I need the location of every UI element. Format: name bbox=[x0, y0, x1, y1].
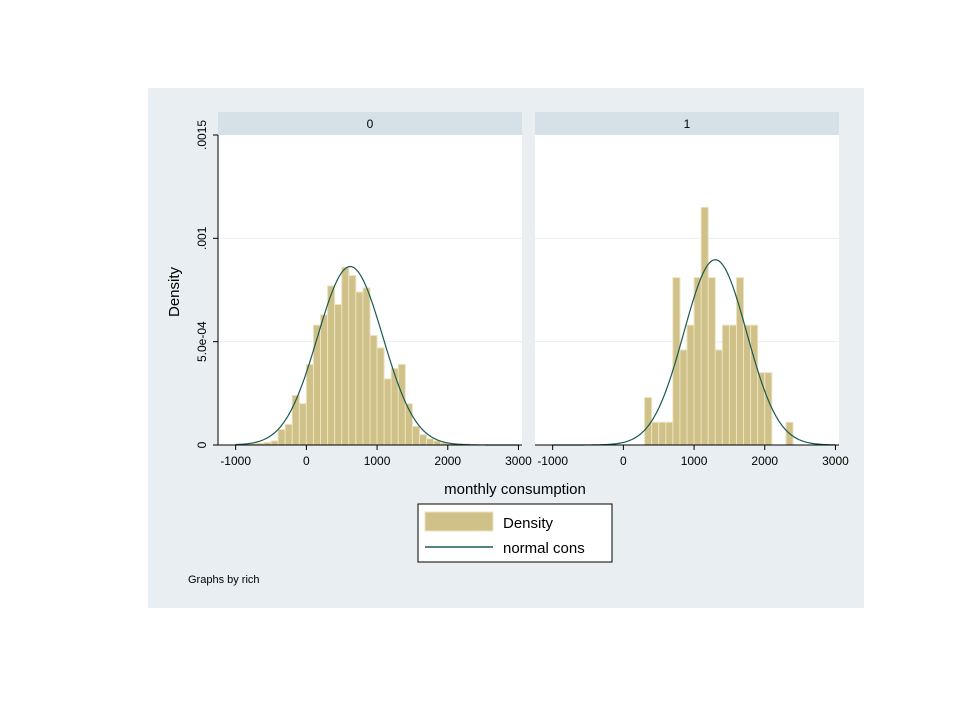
panel-strip-label: 0 bbox=[367, 117, 374, 131]
histogram-bar bbox=[707, 277, 716, 446]
histogram-bar bbox=[686, 324, 695, 446]
x-tick-label: 1000 bbox=[681, 454, 708, 468]
y-axis-title: Density bbox=[166, 266, 183, 317]
histogram-bar bbox=[665, 421, 674, 446]
histogram-bar bbox=[651, 421, 660, 446]
panel-strip bbox=[535, 112, 839, 135]
panels: 0 -1000 0 1000 2000 3000 0 5.0e-04 .001 .0015 1 -10… bbox=[195, 112, 849, 468]
histogram-bar bbox=[312, 324, 322, 446]
x-tick-label: 0 bbox=[303, 454, 310, 468]
histogram-bar bbox=[418, 434, 428, 446]
panel-strip bbox=[218, 112, 522, 135]
histogram-bar bbox=[369, 334, 378, 446]
histogram-bar bbox=[411, 425, 420, 446]
histogram-bar bbox=[334, 303, 343, 446]
y-tick-label: .0015 bbox=[195, 120, 209, 150]
histogram-bar bbox=[320, 314, 329, 446]
histogram-bar bbox=[270, 440, 279, 446]
histogram-bar bbox=[764, 372, 773, 446]
histogram-bar bbox=[284, 423, 293, 446]
histogram-bar bbox=[714, 349, 723, 446]
histogram-bar bbox=[658, 421, 667, 446]
y-tick-label: 5.0e-04 bbox=[195, 321, 209, 362]
x-axis-title: monthly consumption bbox=[444, 481, 586, 498]
histogram-bar bbox=[376, 347, 385, 446]
x-tick-label: 3000 bbox=[505, 454, 532, 468]
histogram-bar bbox=[327, 285, 336, 446]
y-tick-label: 0 bbox=[195, 441, 209, 448]
histogram-bar bbox=[679, 349, 688, 446]
x-tick-label: 2000 bbox=[434, 454, 461, 468]
histogram-bar bbox=[433, 440, 442, 446]
histogram-bar bbox=[750, 324, 759, 446]
x-tick-label: -1000 bbox=[537, 454, 568, 468]
histogram-bar bbox=[397, 363, 406, 446]
histogram-bar bbox=[355, 291, 364, 446]
graphs-by-note: Graphs by rich bbox=[188, 574, 260, 586]
histogram-bar bbox=[757, 372, 766, 446]
histogram-bar bbox=[426, 438, 435, 446]
x-tick-label: 1000 bbox=[364, 454, 391, 468]
histogram-bar bbox=[298, 403, 307, 446]
histogram-bar bbox=[693, 277, 702, 446]
y-tick-label: .001 bbox=[195, 226, 209, 250]
legend-label-normal: normal cons bbox=[503, 540, 585, 557]
panel-1: 1 -1000 0 1000 2000 3000 bbox=[535, 112, 849, 468]
x-tick-label: -1000 bbox=[220, 454, 251, 468]
histogram-bar bbox=[721, 324, 730, 446]
histogram-bar bbox=[348, 275, 357, 446]
histogram-bar bbox=[644, 396, 653, 446]
panel-0: 0 -1000 0 1000 2000 3000 0 5.0e-04 .001 .0015 bbox=[195, 112, 532, 468]
histogram-bar bbox=[672, 277, 681, 446]
x-tick-label: 3000 bbox=[822, 454, 849, 468]
histogram-bar bbox=[362, 287, 371, 446]
histogram-bar bbox=[277, 429, 286, 446]
legend: Density normal cons bbox=[417, 503, 613, 563]
histogram-bar bbox=[383, 378, 392, 446]
legend-swatch-density bbox=[424, 511, 494, 532]
histogram-bar bbox=[291, 394, 300, 446]
x-tick-label: 2000 bbox=[751, 454, 778, 468]
legend-label-density: Density bbox=[503, 515, 554, 532]
histogram-bar bbox=[305, 363, 314, 446]
panel-strip-label: 1 bbox=[684, 117, 691, 131]
histogram-bar bbox=[728, 324, 737, 446]
histogram-bar bbox=[700, 206, 709, 446]
x-tick-label: 0 bbox=[620, 454, 627, 468]
histogram-bar bbox=[341, 266, 350, 446]
